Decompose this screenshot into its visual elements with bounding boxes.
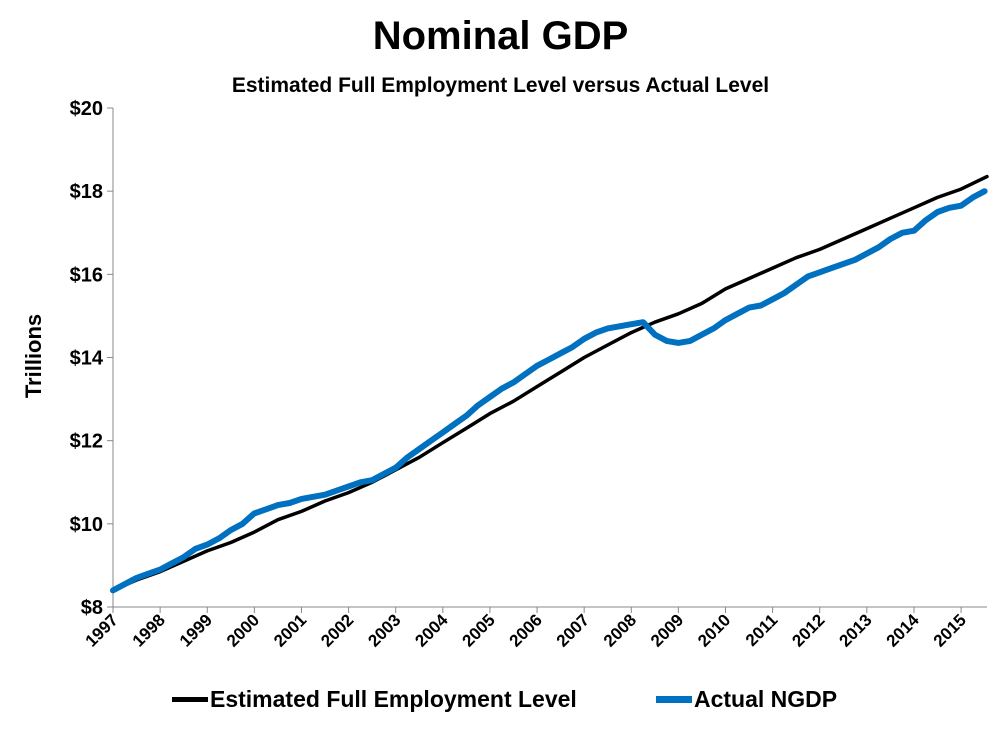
y-tick-label: $8 (81, 597, 103, 619)
y-tick-label: $10 (70, 514, 103, 536)
y-tick-label: $16 (70, 264, 103, 286)
x-tick-label: 2008 (600, 610, 640, 650)
legend-label-actual: Actual NGDP (694, 686, 838, 712)
x-tick-label: 2005 (459, 610, 499, 650)
series-line-actual-ngdp (110, 188, 988, 594)
chart-subtitle: Estimated Full Employment Level versus A… (231, 74, 770, 97)
legend-swatch-actual (656, 696, 692, 703)
y-tick-label: $18 (70, 181, 103, 203)
x-tick-label: 2012 (788, 610, 828, 650)
legend-item-actual: Actual NGDP (656, 686, 837, 713)
x-tick-label: 2013 (835, 610, 875, 650)
y-tick-label: $20 (70, 98, 103, 120)
x-tick-label: 2006 (506, 610, 546, 650)
x-tick-label: 2003 (364, 610, 404, 650)
x-tick-label: 2014 (883, 610, 924, 651)
series-line-estimated-full-employment (111, 174, 989, 593)
x-tick-label: 2007 (553, 610, 593, 650)
legend-label-estimated: Estimated Full Employment Level (210, 686, 577, 712)
legend-swatch-estimated (172, 697, 208, 702)
legend: Estimated Full Employment Level Actual N… (0, 686, 1001, 718)
x-tick-label: 2011 (742, 610, 782, 650)
x-tick-label: 2001 (270, 610, 310, 650)
legend-item-estimated: Estimated Full Employment Level (172, 686, 577, 713)
x-tick-label: 2015 (930, 610, 970, 650)
y-tick-label: $12 (70, 431, 103, 453)
x-tick-label: 1999 (176, 610, 216, 650)
x-tick-label: 2004 (411, 610, 452, 651)
x-tick-label: 1998 (129, 610, 169, 650)
y-tick-label: $14 (70, 348, 104, 370)
x-tick-label: 2000 (223, 610, 263, 650)
x-tick-label: 2002 (317, 610, 357, 650)
x-tick-label: 2010 (694, 610, 734, 650)
x-tick-label: 2009 (647, 610, 687, 650)
chart-title: Nominal GDP (372, 14, 629, 58)
